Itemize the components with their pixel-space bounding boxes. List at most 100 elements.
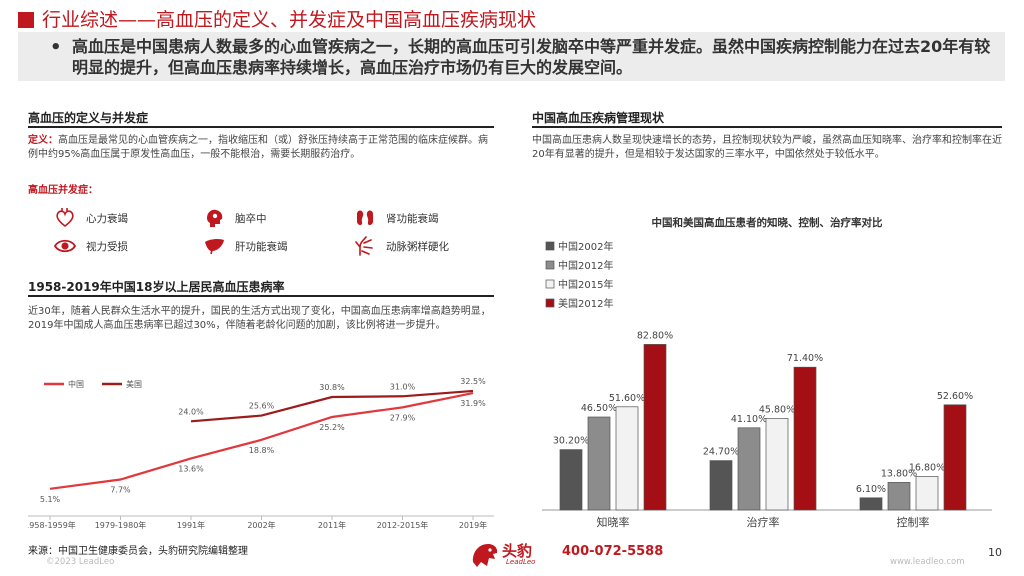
title-marker [18, 12, 34, 28]
legend-label: 中国2012年 [558, 259, 613, 272]
x-tick-label: 1979-1980年 [95, 520, 147, 530]
category-label: 治疗率 [747, 515, 780, 529]
series-line [190, 389, 474, 423]
x-tick-label: 2002年 [247, 520, 275, 530]
data-label: 5.1% [40, 495, 61, 504]
complication-atherosclerosis: 动脉粥样硬化 [354, 236, 449, 256]
bar [859, 497, 883, 511]
data-label: 24.0% [178, 407, 204, 416]
bar-value-label: 51.60% [609, 393, 645, 404]
data-label: 25.2% [319, 423, 345, 432]
bar-value-label: 46.50% [581, 403, 617, 414]
management-heading: 中国高血压疾病管理现状 [532, 111, 665, 125]
definition-heading: 高血压的定义与并发症 [28, 111, 149, 125]
series-line [49, 391, 474, 490]
management-text: 中国高血压患病人数呈现快速增长的态势，且控制现状较为严峻，虽然高血压知晓率、治疗… [532, 135, 1002, 160]
complication-heart-failure: 心力衰竭 [54, 208, 128, 228]
bar [887, 482, 911, 511]
prevalence-line-chart: 1958-1959年 1979-1980年 1991年 2002年 2011年 2012-… [28, 377, 494, 530]
heart-icon [56, 208, 74, 228]
data-label: 18.8% [249, 446, 275, 455]
liver-icon [205, 238, 224, 255]
prevalence-heading: 1958-2019年中国18岁以上居民高血压患病率 [28, 280, 285, 294]
bar-value-label: 24.70% [703, 447, 739, 458]
source-note: 来源：中国卫生健康委员会，头豹研究院编辑整理 [28, 546, 248, 557]
copyright: ©2023 LeadLeo [46, 557, 115, 567]
data-label: 31.0% [390, 382, 416, 391]
website: www.leadleo.com [890, 557, 965, 567]
chart-title: 中国和美国高血压患者的知晓、控制、治疗率对比 [652, 216, 883, 229]
complication-vision: 视力受损 [54, 236, 128, 256]
kidney-icon [357, 210, 373, 225]
brand-name-en: LeadLeo [506, 558, 536, 566]
data-label: 13.6% [178, 464, 204, 473]
legend-swatch [545, 279, 555, 289]
bar-value-label: 71.40% [787, 353, 823, 364]
x-tick-label: 1991年 [177, 520, 205, 530]
title-bar: 行业综述——高血压的定义、并发症及中国高血压疾病现状 [18, 8, 1008, 32]
prevalence-text: 近30年，随着人民群众生活水平的提升，国民的生活方式出现了变化，中国高血压患病率… [28, 306, 491, 331]
data-label: 27.9% [390, 413, 416, 422]
x-tick-label: 2011年 [318, 520, 346, 530]
artery-icon [355, 236, 373, 256]
definition-paragraph: 定义：高血压是最常见的心血管疾病之一，指收缩压和（或）舒张压持续高于正常范围的临… [28, 134, 494, 161]
complication-label: 肝功能衰竭 [235, 240, 288, 253]
legend-swatch [545, 260, 555, 270]
page-number: 10 [988, 546, 1002, 559]
category-label: 控制率 [897, 515, 930, 529]
page-title: 行业综述——高血压的定义、并发症及中国高血压疾病现状 [42, 9, 537, 31]
complication-liver-failure: 肝功能衰竭 [203, 236, 288, 256]
management-divider [532, 126, 1002, 128]
complication-label: 肾功能衰竭 [386, 212, 439, 225]
bar [793, 366, 817, 511]
brand-name: 头豹 [502, 542, 533, 560]
awareness-bar-chart: 中国和美国高血压患者的知晓、控制、治疗率对比中国2002年中国2012年中国20… [542, 216, 992, 529]
prevalence-divider [28, 295, 494, 297]
data-label: 30.8% [319, 383, 345, 392]
legend-swatch [545, 241, 555, 251]
eye-icon [54, 239, 76, 253]
x-tick-label: 2019年 [459, 520, 487, 530]
complication-kidney-failure: 肾功能衰竭 [354, 208, 439, 228]
definition-divider [28, 126, 494, 128]
legend-label: 美国2012年 [558, 297, 613, 310]
complication-label: 动脉粥样硬化 [386, 240, 449, 253]
legend-label: 中国2015年 [558, 278, 613, 291]
complication-stroke: 脑卒中 [203, 208, 267, 228]
bar [643, 344, 667, 511]
x-tick-label: 2012-2015年 [377, 520, 429, 530]
brain-icon [207, 209, 223, 227]
bar [765, 418, 789, 511]
bar [615, 406, 639, 511]
bar-value-label: 6.10% [856, 484, 886, 495]
bar [915, 476, 939, 511]
complication-label: 心力衰竭 [86, 212, 128, 225]
bar-value-label: 30.20% [553, 436, 589, 447]
x-tick-label: 1958-1959年 [28, 520, 76, 530]
bar [709, 460, 733, 511]
bar-value-label: 82.80% [637, 330, 673, 341]
bar-value-label: 16.80% [909, 462, 945, 473]
bar-value-label: 41.10% [731, 414, 767, 425]
category-label: 知晓率 [597, 515, 630, 529]
legend-label: 中国2002年 [558, 240, 613, 253]
definition-label: 定义： [28, 135, 58, 146]
bar [943, 404, 967, 511]
legend-label: 美国 [126, 379, 142, 389]
bullet-icon: • [50, 37, 62, 58]
bar-value-label: 45.80% [759, 404, 795, 415]
complication-label: 脑卒中 [235, 212, 267, 225]
bar [737, 427, 761, 511]
legend-label: 中国 [68, 379, 84, 389]
brand-logo: 头豹 LeadLeo 400-072-5588 [470, 538, 670, 572]
data-label: 7.7% [110, 486, 131, 495]
bar [587, 416, 611, 511]
bar-value-label: 52.60% [937, 391, 973, 402]
definition-text: 高血压是最常见的心血管疾病之一，指收缩压和（或）舒张压持续高于正常范围的临床症候… [28, 135, 488, 160]
summary-box: • 高血压是中国患病人数最多的心血管疾病之一，长期的高血压可引发脑卒中等严重并发… [18, 32, 1005, 81]
complication-label: 视力受损 [86, 240, 128, 253]
summary-text: 高血压是中国患病人数最多的心血管疾病之一，长期的高血压可引发脑卒中等严重并发症。… [72, 37, 991, 77]
data-label: 25.6% [249, 402, 275, 411]
complications-heading: 高血压并发症： [28, 185, 98, 196]
phone-number: 400-072-5588 [562, 544, 664, 559]
